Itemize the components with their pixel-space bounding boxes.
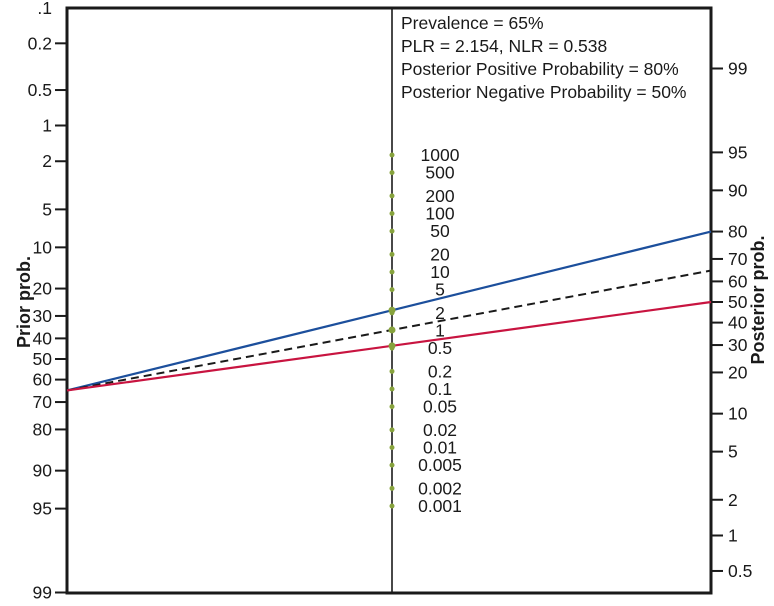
lr-tick-label: 200 xyxy=(425,186,454,206)
prior-tick-label: 50 xyxy=(33,349,53,369)
lr-tick-label: 0.05 xyxy=(423,397,457,417)
prior-tick-label: .1 xyxy=(37,0,52,18)
lr-tick-dot xyxy=(389,211,395,216)
posterior-tick-label: 95 xyxy=(728,142,747,162)
lr-tick-label: 0.005 xyxy=(418,455,462,475)
lr-tick-dot xyxy=(389,269,395,275)
lr-tick-dot xyxy=(389,287,395,293)
lr-tick-label: 50 xyxy=(430,221,450,241)
lr-tick-dot xyxy=(389,427,395,433)
lr-tick-dot xyxy=(389,193,395,199)
posterior-tick-label: 40 xyxy=(728,313,748,333)
posterior-tick-label: 5 xyxy=(728,442,738,462)
annotation-prevalence: Prevalence = 65% xyxy=(401,13,544,33)
result-annotation: Prevalence = 65% PLR = 2.154, NLR = 0.53… xyxy=(401,12,687,104)
prior-tick-label: 70 xyxy=(33,392,53,412)
lr-tick-label: 2 xyxy=(435,303,445,323)
lr-tick-dot xyxy=(389,485,395,491)
posterior-tick-label: 70 xyxy=(728,249,748,269)
posterior-tick-label: 60 xyxy=(728,271,748,291)
prior-tick-label: 0.5 xyxy=(28,80,52,100)
lr-tick-dot xyxy=(389,228,395,234)
plot-frame xyxy=(65,6,713,595)
posterior-tick-label: 99 xyxy=(728,59,747,79)
positive-test-crossing-dot xyxy=(388,306,396,314)
prior-tick-label: 20 xyxy=(33,279,53,299)
posterior-tick-label: 2 xyxy=(728,490,738,510)
annotation-likelihood-ratios: PLR = 2.154, NLR = 0.538 xyxy=(401,36,608,56)
lr-tick-label: 0.5 xyxy=(428,338,452,358)
prior-tick-label: 10 xyxy=(33,237,53,257)
lr-tick-label: 0.001 xyxy=(418,496,462,516)
prior-tick-label: 30 xyxy=(33,306,53,326)
lr-tick-label: 20 xyxy=(430,244,450,264)
posterior-tick-label: 80 xyxy=(728,222,748,242)
posterior-tick-label: 20 xyxy=(728,362,748,382)
posterior-tick-label: 1 xyxy=(728,525,738,545)
lr-tick-dot xyxy=(389,170,395,176)
posterior-tick-label: 50 xyxy=(728,292,748,312)
lr-tick-label: 0.02 xyxy=(423,420,457,440)
lr-tick-label: 0.1 xyxy=(428,379,452,399)
prior-tick-label: 0.2 xyxy=(28,33,52,53)
posterior-tick-label: 0.5 xyxy=(728,561,752,581)
annotation-posterior-negative: Posterior Negative Probability = 50% xyxy=(401,82,687,102)
lr-dots-group xyxy=(388,152,396,509)
lr-tick-dot xyxy=(389,404,395,410)
prior-tick-label: 40 xyxy=(33,328,53,348)
prior-tick-label: 1 xyxy=(42,116,52,136)
lr-tick-label: 500 xyxy=(425,163,454,183)
prior-axis-title: Prior prob. xyxy=(14,256,34,348)
lr-tick-label: 10 xyxy=(430,262,450,282)
lr-tick-label: 0.002 xyxy=(418,478,462,498)
lr-tick-label: 100 xyxy=(425,204,454,224)
posterior-tick-label: 30 xyxy=(728,335,748,355)
prior-tick-label: 95 xyxy=(33,499,52,519)
reference-crossing-dot xyxy=(388,326,396,334)
prior-tick-label: 5 xyxy=(42,199,52,219)
lr-tick-label: 1 xyxy=(435,321,445,341)
lr-tick-dot xyxy=(389,152,395,158)
lr-tick-dot xyxy=(389,251,395,257)
lr-tick-dot xyxy=(389,462,395,468)
posterior-axis-title: Posterior prob. xyxy=(748,235,768,364)
prior-tick-label: 90 xyxy=(33,461,53,481)
prior-tick-label: 80 xyxy=(33,419,53,439)
posterior-tick-label: 10 xyxy=(728,404,748,424)
lr-tick-label: 1000 xyxy=(421,145,460,165)
annotation-posterior-positive: Posterior Positive Probability = 80% xyxy=(401,59,679,79)
lr-tick-dot xyxy=(389,386,395,392)
lr-tick-dot xyxy=(389,445,395,450)
lr-tick-dot xyxy=(389,503,395,509)
lr-tick-label: 0.2 xyxy=(428,361,452,381)
negative-test-crossing-dot xyxy=(388,342,396,350)
posterior-tick-label: 90 xyxy=(728,180,748,200)
prior-tick-label: 60 xyxy=(33,370,53,390)
prior-tick-label: 99 xyxy=(33,582,52,602)
lr-tick-label: 0.01 xyxy=(423,438,457,458)
lr-tick-dot xyxy=(389,368,395,374)
lr-labels-group: 10005002001005020105210.50.20.10.050.020… xyxy=(418,145,462,516)
prior-tick-label: 2 xyxy=(42,151,52,171)
lr-tick-label: 5 xyxy=(435,280,445,300)
